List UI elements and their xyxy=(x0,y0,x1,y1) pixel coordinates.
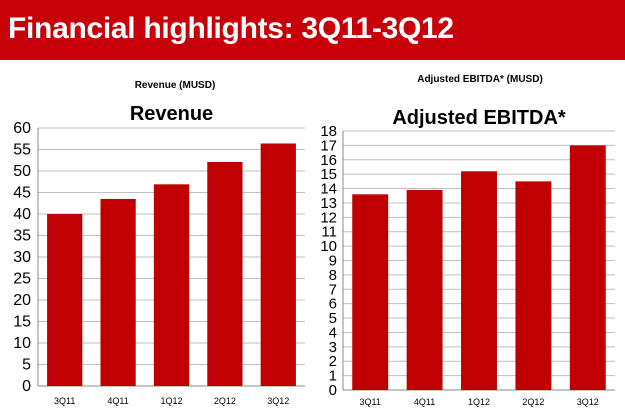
revenue-y-tick-label: 50 xyxy=(13,163,31,180)
ebitda-y-tick-label: 13 xyxy=(320,195,337,212)
revenue-y-tick-label: 40 xyxy=(13,206,31,223)
revenue-y-tick-label: 60 xyxy=(13,120,31,137)
revenue-bar-1Q12 xyxy=(153,184,190,386)
ebitda-y-tick-label: 0 xyxy=(329,382,337,399)
revenue-y-tick-label: 35 xyxy=(13,228,31,245)
revenue-y-tick-label: 5 xyxy=(22,357,31,374)
ebitda-y-tick-label: 14 xyxy=(320,181,337,198)
revenue-x-tick-label: 4Q11 xyxy=(107,396,128,406)
revenue-x-tick-label: 3Q12 xyxy=(267,396,289,406)
ebitda-y-tick-label: 3 xyxy=(329,339,337,356)
ebitda-bar-3Q11 xyxy=(352,194,389,390)
ebitda-y-tick-label: 16 xyxy=(320,152,337,169)
ebitda-x-tick-label: 3Q11 xyxy=(360,397,381,407)
ebitda-y-tick-label: 12 xyxy=(320,209,337,226)
ebitda-bar-3Q12 xyxy=(569,145,606,390)
revenue-x-tick-label: 3Q11 xyxy=(54,396,75,406)
ebitda-y-tick-label: 8 xyxy=(329,267,337,284)
ebitda-y-tick-label: 7 xyxy=(329,281,337,298)
ebitda-y-tick-label: 17 xyxy=(320,137,337,154)
slide-header: Financial highlights: 3Q11-3Q12 xyxy=(0,0,625,60)
revenue-y-tick-label: 0 xyxy=(22,378,31,395)
ebitda-y-tick-label: 9 xyxy=(329,253,337,270)
ebitda-subtitle: Adjusted EBITDA* (MUSD) xyxy=(417,74,543,85)
revenue-y-tick-label: 10 xyxy=(13,335,31,352)
revenue-chart-title: Revenue xyxy=(130,103,213,125)
ebitda-bar-4Q11 xyxy=(406,189,443,390)
revenue-y-tick-label: 15 xyxy=(13,314,31,331)
ebitda-x-tick-label: 4Q11 xyxy=(414,397,435,407)
revenue-x-tick-label: 2Q12 xyxy=(214,396,236,406)
revenue-x-tick-label: 1Q12 xyxy=(160,396,182,406)
ebitda-bar-1Q12 xyxy=(461,171,497,390)
revenue-y-tick-label: 45 xyxy=(13,185,31,202)
ebitda-y-tick-label: 15 xyxy=(320,166,337,183)
ebitda-chart-title: Adjusted EBITDA* xyxy=(392,107,566,129)
revenue-bar-2Q12 xyxy=(207,161,243,386)
ebitda-y-tick-label: 1 xyxy=(329,368,337,385)
revenue-y-tick-label: 25 xyxy=(13,271,31,288)
revenue-y-tick-label: 55 xyxy=(13,142,31,159)
ebitda-y-tick-label: 4 xyxy=(329,324,337,341)
ebitda-y-tick-label: 11 xyxy=(321,224,337,241)
ebitda-y-tick-label: 18 xyxy=(320,123,337,140)
revenue-bar-3Q12 xyxy=(260,143,296,386)
revenue-bar-3Q11 xyxy=(47,214,83,386)
ebitda-y-tick-label: 5 xyxy=(329,310,337,327)
ebitda-bar-2Q12 xyxy=(515,181,552,390)
revenue-subtitle: Revenue (MUSD) xyxy=(134,80,216,91)
revenue-bar-4Q11 xyxy=(100,198,136,386)
ebitda-x-tick-label: 3Q12 xyxy=(577,397,599,407)
slide-title: Financial highlights: 3Q11-3Q12 xyxy=(8,12,454,45)
ebitda-x-tick-label: 2Q12 xyxy=(522,397,544,407)
revenue-y-tick-label: 30 xyxy=(13,249,31,266)
ebitda-y-tick-label: 6 xyxy=(329,296,337,313)
ebitda-y-tick-label: 10 xyxy=(320,238,337,255)
revenue-y-tick-label: 20 xyxy=(13,292,31,309)
ebitda-y-tick-label: 2 xyxy=(329,353,337,370)
ebitda-x-tick-label: 1Q12 xyxy=(468,397,490,407)
